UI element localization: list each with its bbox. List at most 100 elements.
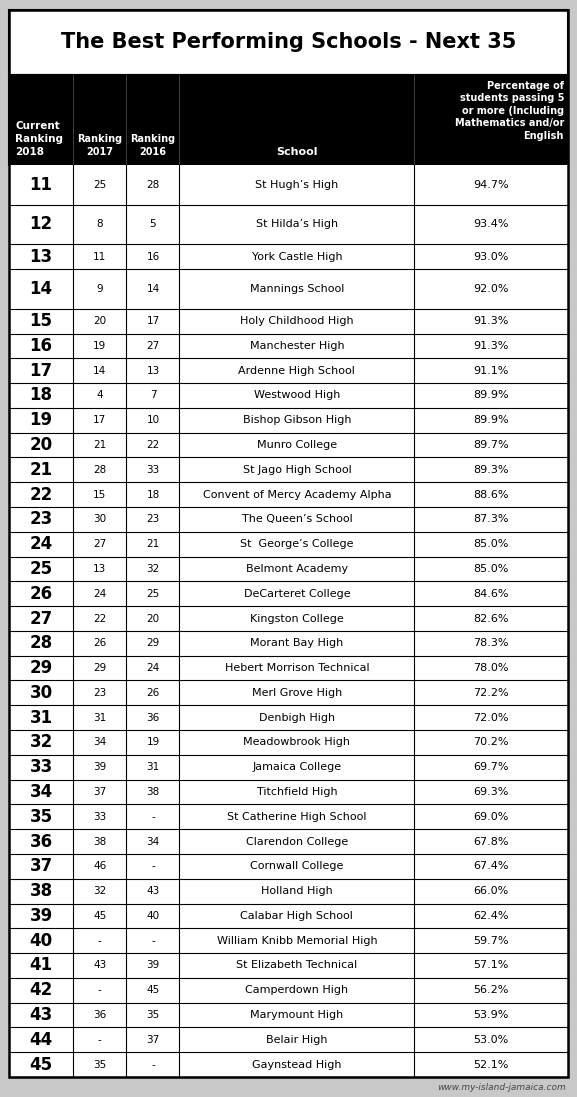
Text: 17: 17 <box>147 316 160 326</box>
Text: Current
Ranking
2018: Current Ranking 2018 <box>15 122 63 157</box>
Text: 67.4%: 67.4% <box>473 861 509 871</box>
Text: 14: 14 <box>29 280 53 298</box>
Bar <box>9 631 568 656</box>
Text: St Hugh’s High: St Hugh’s High <box>255 180 339 190</box>
Text: Westwood High: Westwood High <box>254 391 340 400</box>
Text: Meadowbrook High: Meadowbrook High <box>243 737 350 747</box>
Text: 91.3%: 91.3% <box>474 316 509 326</box>
Text: 69.0%: 69.0% <box>474 812 509 822</box>
Text: 25: 25 <box>93 180 107 190</box>
Text: 22: 22 <box>29 486 53 504</box>
Bar <box>9 680 568 705</box>
Text: 45: 45 <box>29 1055 53 1074</box>
Text: 69.3%: 69.3% <box>474 787 509 798</box>
Text: 72.2%: 72.2% <box>473 688 509 698</box>
Bar <box>9 705 568 730</box>
Text: 14: 14 <box>93 365 107 375</box>
Text: 85.0%: 85.0% <box>474 564 509 574</box>
Text: 36: 36 <box>29 833 53 850</box>
Text: 32: 32 <box>29 734 53 751</box>
Text: Munro College: Munro College <box>257 440 337 450</box>
Bar <box>9 75 568 165</box>
Text: 89.9%: 89.9% <box>473 416 509 426</box>
Text: 18: 18 <box>29 386 53 405</box>
Text: 13: 13 <box>147 365 160 375</box>
Text: 34: 34 <box>29 783 53 801</box>
Text: 26: 26 <box>29 585 53 602</box>
Bar <box>9 755 568 780</box>
Text: 28: 28 <box>93 465 107 475</box>
Text: 19: 19 <box>147 737 160 747</box>
Text: 33: 33 <box>29 758 53 777</box>
Text: Merl Grove High: Merl Grove High <box>252 688 342 698</box>
Bar <box>9 1003 568 1028</box>
Text: 13: 13 <box>29 248 53 265</box>
Text: 52.1%: 52.1% <box>474 1060 509 1070</box>
Text: 18: 18 <box>147 489 160 499</box>
Text: 34: 34 <box>93 737 107 747</box>
Text: 39: 39 <box>93 762 107 772</box>
Text: 43: 43 <box>147 886 160 896</box>
Text: 7: 7 <box>149 391 156 400</box>
Text: Ranking
2017: Ranking 2017 <box>77 134 122 157</box>
Bar <box>9 308 568 333</box>
Text: 20: 20 <box>147 613 159 623</box>
Text: 26: 26 <box>93 638 107 648</box>
Text: 29: 29 <box>93 663 107 674</box>
Text: 17: 17 <box>29 362 53 380</box>
Text: 82.6%: 82.6% <box>473 613 509 623</box>
Text: 31: 31 <box>147 762 160 772</box>
Text: Bishop Gibson High: Bishop Gibson High <box>243 416 351 426</box>
Text: Hebert Morrison Technical: Hebert Morrison Technical <box>224 663 369 674</box>
Text: -: - <box>98 985 102 995</box>
Text: 20: 20 <box>29 436 53 454</box>
Text: Jamaica College: Jamaica College <box>252 762 342 772</box>
Text: -: - <box>98 1034 102 1044</box>
Bar <box>9 1028 568 1052</box>
Text: 28: 28 <box>147 180 160 190</box>
Text: York Castle High: York Castle High <box>252 251 342 262</box>
Text: 32: 32 <box>93 886 107 896</box>
Text: www.my-island-jamaica.com: www.my-island-jamaica.com <box>437 1083 566 1092</box>
Text: Belmont Academy: Belmont Academy <box>246 564 348 574</box>
Text: 27: 27 <box>147 341 160 351</box>
Bar <box>9 457 568 483</box>
Bar <box>9 556 568 581</box>
Bar <box>9 853 568 879</box>
Text: 35: 35 <box>93 1060 107 1070</box>
Text: 91.3%: 91.3% <box>474 341 509 351</box>
Text: 17: 17 <box>93 416 107 426</box>
Bar <box>9 879 568 904</box>
Text: Kingston College: Kingston College <box>250 613 344 623</box>
Text: 36: 36 <box>93 1010 107 1020</box>
Text: Mannings School: Mannings School <box>250 284 344 294</box>
Text: 28: 28 <box>29 634 53 653</box>
Text: 27: 27 <box>93 539 107 550</box>
Text: 36: 36 <box>147 713 160 723</box>
Text: 19: 19 <box>29 411 53 429</box>
Text: The Best Performing Schools - Next 35: The Best Performing Schools - Next 35 <box>61 33 516 53</box>
Text: 84.6%: 84.6% <box>473 589 509 599</box>
Bar <box>9 205 568 245</box>
Text: 27: 27 <box>29 610 53 627</box>
Bar <box>9 730 568 755</box>
Text: 5: 5 <box>149 219 156 229</box>
Text: 16: 16 <box>147 251 160 262</box>
Text: Belair High: Belair High <box>266 1034 328 1044</box>
Text: Holy Childhood High: Holy Childhood High <box>240 316 354 326</box>
Text: -: - <box>151 936 155 946</box>
Text: 29: 29 <box>29 659 53 677</box>
Text: 53.0%: 53.0% <box>474 1034 509 1044</box>
Text: 66.0%: 66.0% <box>474 886 509 896</box>
Bar <box>9 507 568 532</box>
Text: 44: 44 <box>29 1031 53 1049</box>
Text: 22: 22 <box>147 440 160 450</box>
Text: 39: 39 <box>29 907 53 925</box>
Text: 20: 20 <box>93 316 106 326</box>
Text: St Elizabeth Technical: St Elizabeth Technical <box>236 961 358 971</box>
Text: 25: 25 <box>29 559 53 578</box>
Text: Holland High: Holland High <box>261 886 333 896</box>
Text: Manchester High: Manchester High <box>250 341 344 351</box>
Text: 94.7%: 94.7% <box>473 180 509 190</box>
Text: 37: 37 <box>29 858 53 875</box>
